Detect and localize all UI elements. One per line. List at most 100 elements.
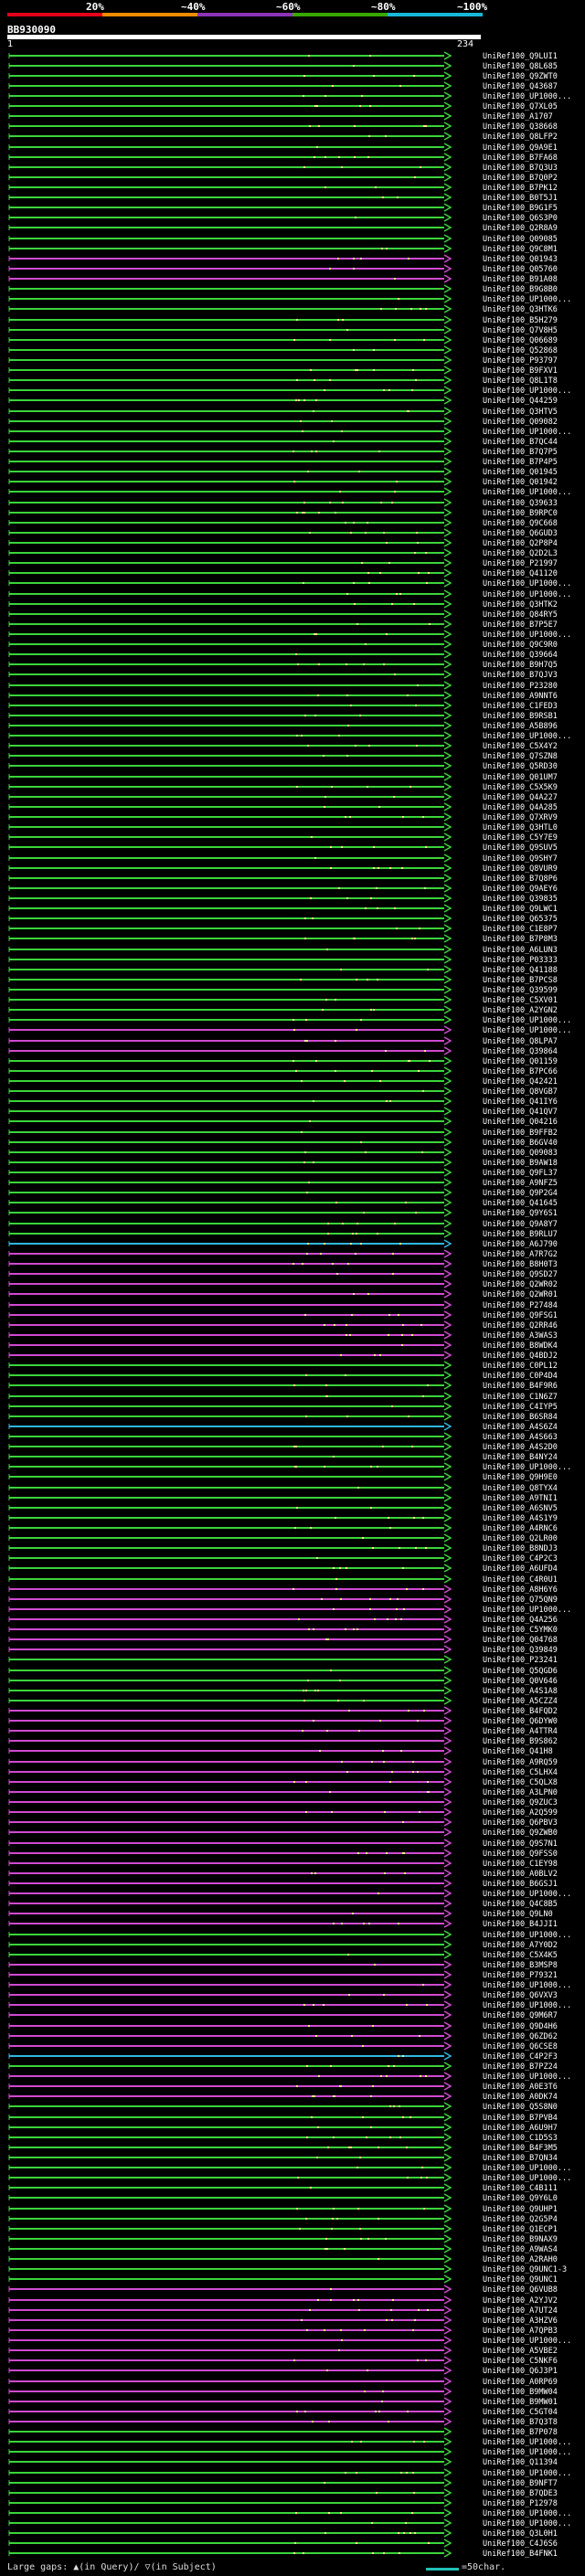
hit-row[interactable]: UniRef100_Q41120: [8, 568, 558, 578]
hit-row[interactable]: UniRef100_B7Q8P6: [8, 874, 558, 884]
hit-row[interactable]: UniRef100_C5QLX8: [8, 1777, 558, 1787]
hit-row[interactable]: UniRef100_B7Q3T8: [8, 2417, 558, 2427]
hit-row[interactable]: UniRef100_Q9LUI1: [8, 51, 558, 61]
hit-row[interactable]: UniRef100_Q7V8H5: [8, 325, 558, 335]
hit-row[interactable]: UniRef100_Q43687: [8, 81, 558, 91]
hit-row[interactable]: UniRef100_Q41QV7: [8, 1107, 558, 1117]
hit-row[interactable]: UniRef100_B7P078: [8, 2427, 558, 2437]
hit-row[interactable]: UniRef100_B7PZ24: [8, 2062, 558, 2072]
hit-row[interactable]: UniRef100_C5GT04: [8, 2407, 558, 2417]
hit-row[interactable]: UniRef100_Q8TYX4: [8, 1483, 558, 1493]
hit-row[interactable]: UniRef100_P23241: [8, 1655, 558, 1665]
hit-label[interactable]: UniRef100_B7PVB4: [483, 2114, 558, 2123]
hit-label[interactable]: UniRef100_B9MW04: [483, 2388, 558, 2397]
hit-row[interactable]: UniRef100_Q6CSE8: [8, 2041, 558, 2051]
hit-row[interactable]: UniRef100_B6SR84: [8, 1412, 558, 1422]
hit-label[interactable]: UniRef100_B9NFT7: [483, 2479, 558, 2488]
hit-label[interactable]: UniRef100_Q39633: [483, 499, 558, 508]
hit-row[interactable]: UniRef100_Q4A227: [8, 792, 558, 802]
hit-row[interactable]: UniRef100_Q01945: [8, 467, 558, 477]
hit-row[interactable]: UniRef100_Q39599: [8, 985, 558, 995]
hit-label[interactable]: UniRef100_Q8VUR9: [483, 864, 558, 874]
hit-row[interactable]: UniRef100_P79321: [8, 1970, 558, 1980]
hit-row[interactable]: UniRef100_C4P2F3: [8, 2051, 558, 2062]
hit-label[interactable]: UniRef100_C5NKF6: [483, 2357, 558, 2366]
hit-label[interactable]: UniRef100_Q39849: [483, 1646, 558, 1655]
hit-label[interactable]: UniRef100_A2RAH0: [483, 2255, 558, 2264]
hit-label[interactable]: UniRef100_Q6PBV3: [483, 1818, 558, 1828]
hit-label[interactable]: UniRef100_B7Q7P5: [483, 448, 558, 457]
hit-label[interactable]: UniRef100_Q41QV7: [483, 1108, 558, 1117]
hit-row[interactable]: UniRef100_Q04768: [8, 1635, 558, 1645]
hit-row[interactable]: UniRef100_UP1000...: [8, 2518, 571, 2528]
hit-row[interactable]: UniRef100_A6LUN3: [8, 945, 558, 955]
hit-row[interactable]: UniRef100_UP1000...: [8, 294, 571, 304]
hit-label[interactable]: UniRef100_A4S6Z4: [483, 1423, 558, 1432]
hit-row[interactable]: UniRef100_B4JJI1: [8, 1919, 558, 1929]
hit-label[interactable]: UniRef100_B7P078: [483, 2428, 558, 2437]
hit-label[interactable]: UniRef100_B8H0T3: [483, 1260, 558, 1269]
hit-row[interactable]: UniRef100_C1N6Z7: [8, 1392, 558, 1402]
hit-label[interactable]: UniRef100_Q2LR00: [483, 1534, 558, 1543]
hit-row[interactable]: UniRef100_B7QDE3: [8, 2488, 558, 2498]
hit-row[interactable]: UniRef100_Q9M6R7: [8, 2010, 558, 2020]
hit-label[interactable]: UniRef100_B7QJV3: [483, 671, 558, 680]
hit-label[interactable]: UniRef100_Q7V8H5: [483, 326, 558, 335]
hit-row[interactable]: UniRef100_Q4A256: [8, 1615, 558, 1625]
hit-label[interactable]: UniRef100_Q9SHY7: [483, 854, 558, 864]
hit-label[interactable]: UniRef100_P21997: [483, 559, 558, 568]
hit-label[interactable]: UniRef100_B9G1F5: [483, 204, 558, 213]
hit-label[interactable]: UniRef100_Q09085: [483, 235, 558, 244]
hit-label[interactable]: UniRef100_Q9D4H6: [483, 2022, 558, 2031]
hit-row[interactable]: UniRef100_Q9Y6L0: [8, 2193, 558, 2203]
hit-row[interactable]: UniRef100_Q39864: [8, 1046, 558, 1056]
hit-label[interactable]: UniRef100_Q9A8Y7: [483, 1220, 558, 1229]
hit-row[interactable]: UniRef100_B5H279: [8, 315, 558, 325]
hit-label[interactable]: UniRef100_Q6DYW0: [483, 1717, 558, 1726]
hit-label[interactable]: UniRef100_Q9H9E0: [483, 1473, 558, 1482]
hit-label[interactable]: UniRef100_Q4A285: [483, 803, 558, 812]
hit-row[interactable]: UniRef100_B4FQD2: [8, 1706, 558, 1716]
hit-label[interactable]: UniRef100_Q9FSS0: [483, 1850, 558, 1859]
hit-row[interactable]: UniRef100_A5CZZ4: [8, 1696, 558, 1706]
hit-row[interactable]: UniRef100_C4P2C3: [8, 1553, 558, 1564]
hit-row[interactable]: UniRef100_B9MW01: [8, 2397, 558, 2407]
hit-label[interactable]: UniRef100_B7PC66: [483, 1067, 558, 1076]
hit-label[interactable]: UniRef100_Q4A256: [483, 1616, 558, 1625]
hit-label[interactable]: UniRef100_A6LUN3: [483, 946, 558, 955]
hit-label[interactable]: UniRef100_B7QN34: [483, 2154, 558, 2163]
hit-row[interactable]: UniRef100_Q01942: [8, 477, 558, 487]
hit-row[interactable]: UniRef100_C5YMK0: [8, 1625, 558, 1635]
hit-row[interactable]: UniRef100_Q8L1T8: [8, 376, 558, 386]
hit-row[interactable]: UniRef100_Q9A8Y7: [8, 1219, 558, 1229]
hit-row[interactable]: UniRef100_A9RQ59: [8, 1757, 558, 1767]
hit-label[interactable]: UniRef100_Q2R8A9: [483, 224, 558, 233]
hit-row[interactable]: UniRef100_Q8VGB7: [8, 1087, 558, 1097]
hit-label[interactable]: UniRef100_B9FFB2: [483, 1129, 558, 1138]
hit-row[interactable]: UniRef100_Q39835: [8, 894, 558, 904]
hit-label[interactable]: UniRef100_Q6J3P1: [483, 2367, 558, 2376]
hit-label[interactable]: UniRef100_P23241: [483, 1656, 558, 1665]
hit-label[interactable]: UniRef100_C1N6Z7: [483, 1393, 558, 1402]
hit-label[interactable]: UniRef100_A4S2D0: [483, 1443, 558, 1452]
hit-row[interactable]: UniRef100_B4F3M5: [8, 2143, 558, 2153]
hit-label[interactable]: UniRef100_A4RNC6: [483, 1524, 558, 1533]
hit-label[interactable]: UniRef100_B7Q8P6: [483, 875, 558, 884]
hit-label[interactable]: UniRef100_B9RPC0: [483, 509, 558, 518]
hit-row[interactable]: UniRef100_A0BLV2: [8, 1869, 558, 1879]
hit-label[interactable]: UniRef100_UP1000...: [483, 1981, 571, 1990]
hit-row[interactable]: UniRef100_Q9SD27: [8, 1269, 558, 1279]
hit-row[interactable]: UniRef100_Q04216: [8, 1117, 558, 1127]
hit-label[interactable]: UniRef100_Q9ZUC3: [483, 1798, 558, 1807]
hit-label[interactable]: UniRef100_A6U9H7: [483, 2124, 558, 2133]
hit-label[interactable]: UniRef100_A5VBE2: [483, 2347, 558, 2356]
hit-row[interactable]: UniRef100_A4TTR4: [8, 1726, 558, 1736]
hit-row[interactable]: UniRef100_B7FA68: [8, 153, 558, 163]
hit-label[interactable]: UniRef100_P23280: [483, 682, 558, 691]
hit-row[interactable]: UniRef100_Q41188: [8, 965, 558, 975]
hit-label[interactable]: UniRef100_Q39664: [483, 651, 558, 660]
hit-row[interactable]: UniRef100_Q8VUR9: [8, 864, 558, 874]
hit-label[interactable]: UniRef100_A0BLV2: [483, 1870, 558, 1879]
hit-label[interactable]: UniRef100_A6J790: [483, 1240, 558, 1249]
hit-label[interactable]: UniRef100_B0T5J1: [483, 194, 558, 203]
